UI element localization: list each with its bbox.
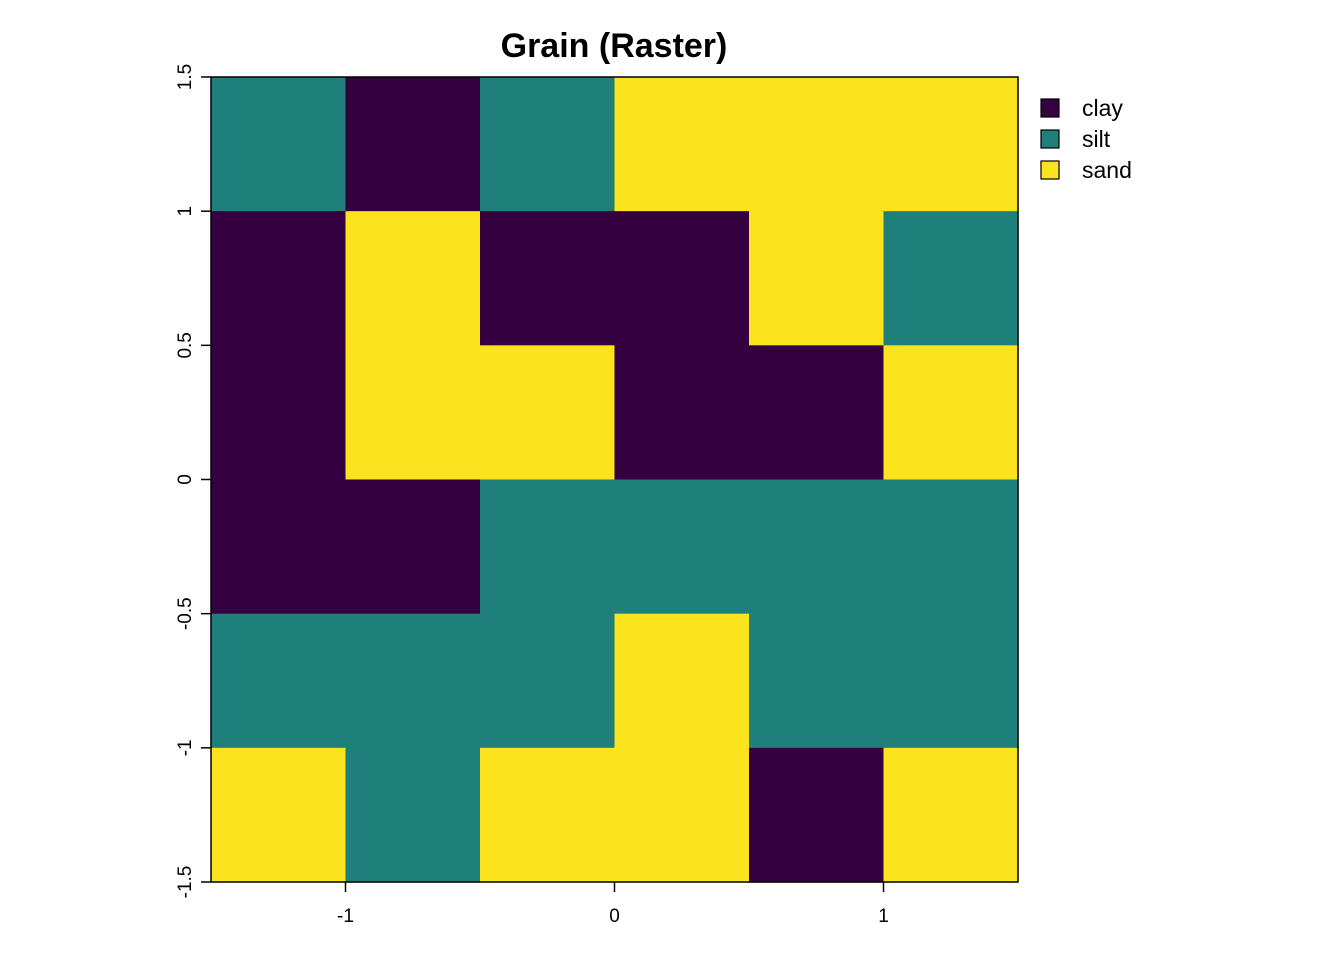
y-tick-label: 0.5 (175, 332, 196, 358)
legend-swatch-clay (1040, 98, 1060, 118)
raster-cell-clay (480, 211, 616, 346)
raster-cell-silt (211, 613, 347, 749)
raster-cell-sand (480, 747, 616, 883)
legend-label-sand: sand (1082, 157, 1132, 183)
raster-cell-silt (480, 613, 616, 749)
raster-cell-silt (883, 479, 1019, 615)
raster-cell-clay (345, 479, 481, 615)
raster-cell-sand (883, 345, 1019, 481)
legend-label-clay: clay (1082, 95, 1123, 121)
raster-cell-clay (749, 345, 885, 481)
raster-cell-sand (345, 345, 481, 481)
raster-cell-clay (211, 345, 347, 481)
legend: clay silt sand (1040, 95, 1132, 183)
raster-cell-silt (480, 479, 616, 615)
raster-cell-sand (614, 747, 750, 883)
raster-cell-sand (614, 613, 750, 749)
x-tick-label: -1 (337, 906, 354, 927)
raster-cell-silt (883, 613, 1019, 749)
raster-cell-clay (614, 345, 750, 481)
chart-title: Grain (Raster) (501, 27, 728, 65)
raster-cell-sand (345, 211, 481, 346)
raster-cell-silt (480, 77, 616, 212)
axes: -1 0 1 -1.5 -1 -0.5 0 0.5 1 1.5 (175, 64, 889, 927)
raster-cell-sand (749, 211, 885, 346)
raster-cell-clay (614, 211, 750, 346)
y-tick-label: 0 (175, 474, 196, 485)
raster-cell-clay (749, 747, 885, 883)
raster-cell-sand (883, 77, 1019, 212)
raster-cell-clay (211, 211, 347, 346)
y-tick-label: -0.5 (175, 597, 196, 630)
legend-label-silt: silt (1082, 126, 1111, 152)
raster-cell-sand (749, 77, 885, 212)
raster-cell-silt (749, 479, 885, 615)
raster-cell-silt (883, 211, 1019, 346)
raster-cell-sand (211, 747, 347, 883)
y-tick-label: -1 (175, 739, 196, 756)
legend-swatch-sand (1040, 160, 1060, 180)
raster-cell-clay (211, 479, 347, 615)
raster-cells (211, 77, 1019, 883)
y-tick-label: 1 (175, 206, 196, 217)
raster-cell-silt (749, 613, 885, 749)
raster-cell-silt (211, 77, 347, 212)
raster-cell-clay (345, 77, 481, 212)
raster-cell-silt (614, 479, 750, 615)
legend-swatch-silt (1040, 129, 1060, 149)
raster-cell-sand (614, 77, 750, 212)
raster-cell-silt (345, 613, 481, 749)
raster-cell-sand (883, 747, 1019, 883)
y-tick-label: 1.5 (175, 64, 196, 90)
x-tick-label: 1 (878, 906, 889, 927)
raster-cell-silt (345, 747, 481, 883)
raster-cell-sand (480, 345, 616, 481)
y-tick-label: -1.5 (175, 866, 196, 899)
x-tick-label: 0 (609, 906, 620, 927)
